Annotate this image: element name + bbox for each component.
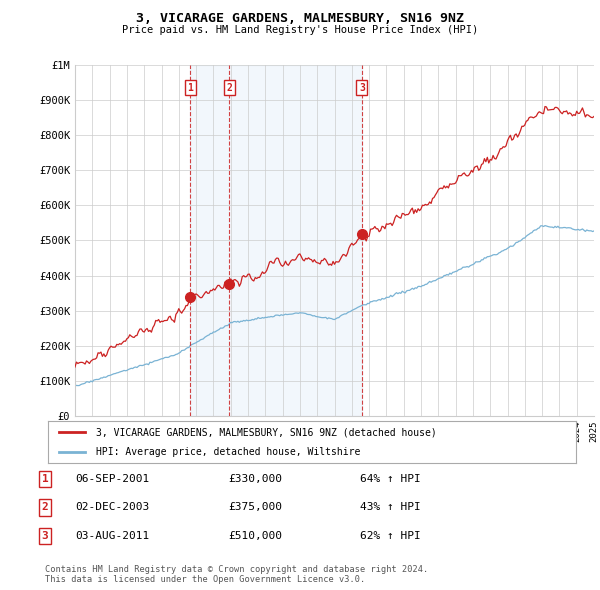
Text: 3, VICARAGE GARDENS, MALMESBURY, SN16 9NZ: 3, VICARAGE GARDENS, MALMESBURY, SN16 9N… xyxy=(136,12,464,25)
Text: £510,000: £510,000 xyxy=(228,531,282,540)
Text: £330,000: £330,000 xyxy=(228,474,282,484)
Text: £375,000: £375,000 xyxy=(228,503,282,512)
Text: 2: 2 xyxy=(226,83,232,93)
Text: HPI: Average price, detached house, Wiltshire: HPI: Average price, detached house, Wilt… xyxy=(95,447,360,457)
Text: 43% ↑ HPI: 43% ↑ HPI xyxy=(360,503,421,512)
Text: 02-DEC-2003: 02-DEC-2003 xyxy=(75,503,149,512)
Bar xyxy=(190,65,362,416)
Text: 3: 3 xyxy=(41,531,49,540)
Text: Price paid vs. HM Land Registry's House Price Index (HPI): Price paid vs. HM Land Registry's House … xyxy=(122,25,478,35)
Text: 3: 3 xyxy=(359,83,365,93)
Text: 3, VICARAGE GARDENS, MALMESBURY, SN16 9NZ (detached house): 3, VICARAGE GARDENS, MALMESBURY, SN16 9N… xyxy=(95,427,436,437)
Text: Contains HM Land Registry data © Crown copyright and database right 2024.
This d: Contains HM Land Registry data © Crown c… xyxy=(45,565,428,584)
Text: 62% ↑ HPI: 62% ↑ HPI xyxy=(360,531,421,540)
Text: 1: 1 xyxy=(187,83,193,93)
Text: 2: 2 xyxy=(41,503,49,512)
Text: 06-SEP-2001: 06-SEP-2001 xyxy=(75,474,149,484)
Text: 64% ↑ HPI: 64% ↑ HPI xyxy=(360,474,421,484)
Text: 1: 1 xyxy=(41,474,49,484)
Text: 03-AUG-2011: 03-AUG-2011 xyxy=(75,531,149,540)
